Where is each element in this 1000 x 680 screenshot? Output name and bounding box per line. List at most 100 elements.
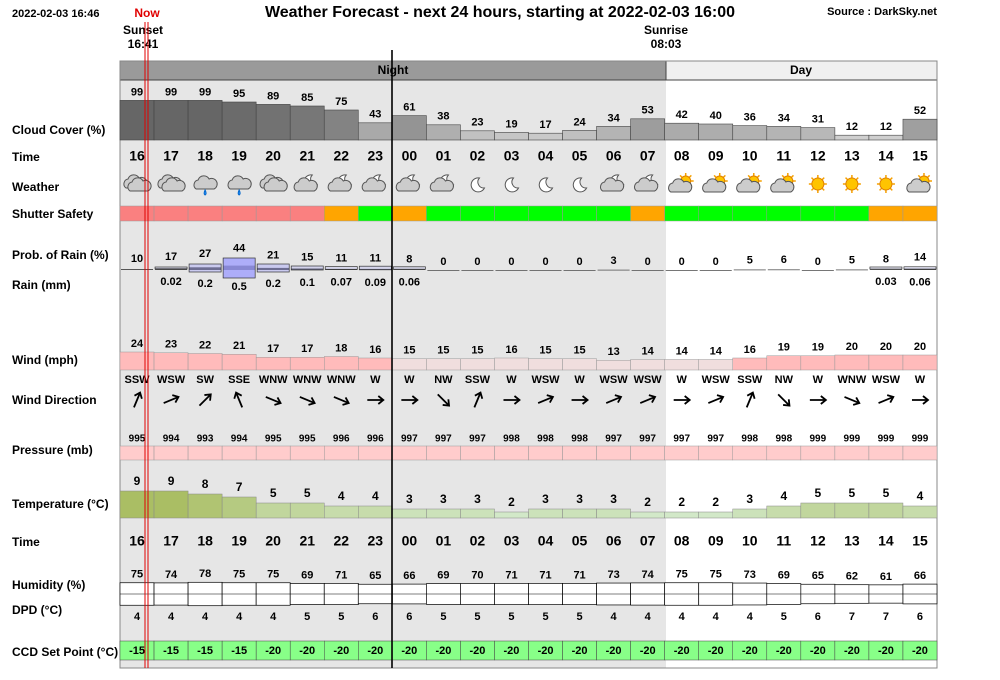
- dpd-value: 7: [849, 611, 855, 623]
- wind-direction: SSW: [737, 374, 763, 386]
- cloud-bar: [119, 100, 155, 141]
- temperature-value: 2: [678, 495, 685, 509]
- icon-drop: [203, 188, 207, 196]
- arrow-head: [783, 399, 791, 407]
- hour: 10: [742, 148, 758, 164]
- hour: 09: [708, 533, 724, 549]
- wind-value: 13: [607, 346, 619, 358]
- rain-prob-bar: [869, 269, 902, 270]
- icon-cloud: [395, 177, 420, 192]
- wind-bar: [221, 354, 257, 371]
- temperature-value: 3: [576, 492, 583, 506]
- hour: 13: [844, 533, 860, 549]
- dpd-value: 5: [542, 611, 548, 623]
- pressure-value: 995: [129, 434, 146, 445]
- arrow-shaft: [639, 396, 656, 404]
- pressure-value: 998: [775, 434, 792, 445]
- rain-prob-value: 5: [849, 254, 855, 266]
- cloud-value: 17: [539, 119, 551, 131]
- rain-box: [392, 266, 426, 270]
- icon-moon: [470, 177, 486, 193]
- hour: 09: [708, 148, 724, 164]
- temperature-value: 3: [474, 492, 481, 506]
- pressure-value: 998: [503, 434, 520, 445]
- arrow-head: [546, 394, 555, 403]
- wind-value: 15: [403, 345, 415, 357]
- pressure-cell: [698, 445, 733, 461]
- cloud-bar: [153, 100, 189, 141]
- arrow-shaft: [198, 393, 212, 407]
- wind-value: 15: [539, 345, 551, 357]
- hour: 16: [129, 148, 145, 164]
- wind-value: 20: [914, 341, 926, 353]
- wind-bar: [494, 357, 529, 371]
- rain-prob-bar: [529, 270, 562, 271]
- wind-arrow: [745, 391, 756, 408]
- temperature-bar: [460, 508, 495, 519]
- humidity-value: 65: [369, 570, 381, 582]
- temperature-value: 4: [372, 489, 379, 503]
- arrow-shaft: [163, 396, 179, 404]
- arrow-head: [648, 394, 657, 403]
- humidity-value: 75: [710, 569, 722, 581]
- hour: 10: [742, 533, 758, 549]
- shutter-cell: [698, 205, 733, 222]
- temperature-value: 4: [917, 489, 924, 503]
- cloud-value: 99: [165, 86, 177, 98]
- dpd-value: 5: [338, 611, 344, 623]
- arrow-shaft: [745, 392, 754, 408]
- wind-bar: [596, 360, 631, 371]
- humidity-value: 71: [335, 569, 347, 581]
- hour: 01: [436, 533, 452, 549]
- cloud-value: 99: [131, 86, 143, 98]
- wind-bar: [119, 351, 155, 371]
- ccd-value: -20: [504, 645, 520, 657]
- shutter-cell: [528, 205, 563, 222]
- pressure-value: 995: [299, 434, 316, 445]
- shutter-cell: [732, 205, 768, 222]
- ccd-value: -20: [912, 645, 928, 657]
- icon-moon: [538, 177, 554, 193]
- hour: 22: [333, 533, 349, 549]
- humidity-value: 75: [131, 569, 143, 581]
- humidity-value: 66: [914, 570, 926, 582]
- humidity-value: 62: [846, 571, 858, 583]
- wind-arrow: [878, 394, 895, 404]
- icon-cloud: [668, 178, 693, 193]
- pressure-value: 997: [401, 434, 418, 445]
- wind-arrow: [809, 395, 828, 405]
- weather-icon: [668, 173, 694, 193]
- cloud-bar: [664, 122, 700, 141]
- pressure-value: 997: [673, 434, 690, 445]
- cloud-bar: [834, 134, 870, 141]
- cloud-value: 36: [744, 112, 756, 124]
- cloud-value: 38: [437, 111, 449, 123]
- pressure-cell: [868, 445, 904, 461]
- dpd-value: 4: [747, 611, 754, 623]
- rain-value: 0.2: [266, 278, 281, 290]
- cloud-bar: [357, 122, 393, 141]
- wind-bar: [324, 356, 359, 371]
- rain-value: 0.5: [231, 281, 246, 293]
- wind-bar: [187, 353, 223, 371]
- pressure-cell: [834, 445, 870, 461]
- row-label: Temperature (°C): [12, 497, 109, 511]
- ccd-value: -20: [810, 645, 826, 657]
- arrow-head: [233, 391, 243, 400]
- icon-cloud: [736, 178, 761, 193]
- ccd-value: -20: [844, 645, 860, 657]
- pressure-value: 999: [844, 434, 861, 445]
- hour: 03: [504, 533, 520, 549]
- dpd-value: 6: [406, 611, 412, 623]
- humidity-value: 73: [744, 569, 756, 581]
- weather-icon: [157, 174, 186, 192]
- dpd-value: 4: [168, 611, 175, 623]
- arrow-shaft: [537, 396, 554, 404]
- wind-value: 14: [710, 345, 723, 357]
- rain-prob-bar: [597, 269, 630, 271]
- pressure-value: 994: [163, 434, 180, 445]
- cloud-bar: [868, 134, 904, 141]
- weather-icon: [470, 177, 486, 193]
- rain-prob-value: 0: [577, 256, 583, 268]
- dpd-value: 5: [440, 611, 446, 623]
